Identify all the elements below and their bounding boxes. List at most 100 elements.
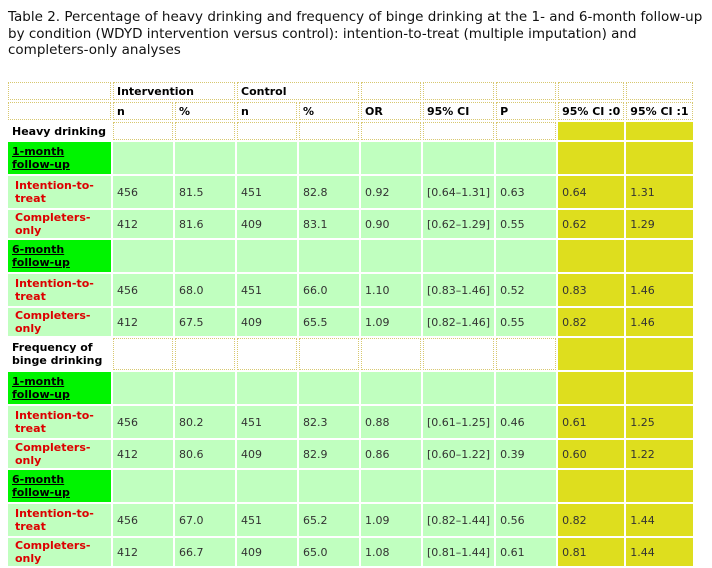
cell-pct-intervention: 80.2 <box>175 406 235 438</box>
cell-ci-lower: 0.83 <box>558 274 625 306</box>
table-row: Intention-to-treat 456 81.5 451 82.8 0.92 [0.6… <box>8 176 693 208</box>
empty-cell <box>361 240 421 272</box>
cell-ci-upper: 1.46 <box>626 274 693 306</box>
col-header-ci: 95% CI <box>423 102 495 120</box>
cell-p: 0.46 <box>496 406 557 438</box>
cell-ci-lower: 0.64 <box>558 176 625 208</box>
cell-n-control: 451 <box>237 504 297 536</box>
empty-cell <box>361 470 421 502</box>
col-header-n-intervention: n <box>113 102 173 120</box>
cell-ci: [0.83–1.46] <box>423 274 495 306</box>
empty-cell <box>113 470 173 502</box>
cell-n-intervention: 456 <box>113 274 173 306</box>
cell-ci: [0.82–1.46] <box>423 308 495 336</box>
cell-p: 0.63 <box>496 176 557 208</box>
empty-cell <box>237 338 297 370</box>
cell-ci-upper: 1.29 <box>626 210 693 238</box>
empty-cell <box>175 372 235 404</box>
cell-n-control: 451 <box>237 274 297 306</box>
empty-cell <box>237 470 297 502</box>
empty-cell <box>496 122 557 140</box>
empty-cell <box>496 372 557 404</box>
empty-cell <box>113 240 173 272</box>
cell-pct-control: 65.0 <box>299 538 359 566</box>
cell-ci-upper: 1.31 <box>626 176 693 208</box>
analysis-label: Completers-only <box>8 210 111 238</box>
cell-p: 0.52 <box>496 274 557 306</box>
empty-cell <box>175 470 235 502</box>
cell-n-intervention: 412 <box>113 538 173 566</box>
empty-cell <box>626 470 693 502</box>
cell-n-intervention: 412 <box>113 440 173 468</box>
followup-label: 6-month follow-up <box>8 240 111 272</box>
cell-or: 1.10 <box>361 274 421 306</box>
empty-cell <box>237 122 297 140</box>
cell-pct-intervention: 80.6 <box>175 440 235 468</box>
cell-pct-intervention: 67.0 <box>175 504 235 536</box>
followup-row: 1-month follow-up <box>8 372 693 404</box>
cell-ci-upper: 1.44 <box>626 538 693 566</box>
empty-cell <box>113 338 173 370</box>
empty-cell <box>299 338 359 370</box>
cell-ci-upper: 1.22 <box>626 440 693 468</box>
followup-label: 6-month follow-up <box>8 470 111 502</box>
empty-cell <box>423 142 495 174</box>
empty-cell <box>423 122 495 140</box>
empty-cell <box>113 122 173 140</box>
cell-n-control: 409 <box>237 538 297 566</box>
empty-cell <box>361 372 421 404</box>
cell-ci-upper: 1.44 <box>626 504 693 536</box>
cell-n-control: 451 <box>237 176 297 208</box>
table-row: Completers-only 412 67.5 409 65.5 1.09 [0.82–1… <box>8 308 693 336</box>
empty-cell <box>361 142 421 174</box>
empty-cell <box>175 142 235 174</box>
cell-p: 0.39 <box>496 440 557 468</box>
empty-cell <box>237 240 297 272</box>
empty-cell <box>496 240 557 272</box>
cell-ci: [0.64–1.31] <box>423 176 495 208</box>
header-blank <box>423 82 495 100</box>
empty-cell <box>626 240 693 272</box>
empty-cell <box>626 142 693 174</box>
analysis-label: Intention-to-treat <box>8 176 111 208</box>
table-row: Intention-to-treat 456 67.0 451 65.2 1.09 [0.8… <box>8 504 693 536</box>
cell-p: 0.55 <box>496 308 557 336</box>
empty-cell <box>113 142 173 174</box>
cell-ci-upper: 1.46 <box>626 308 693 336</box>
cell-pct-control: 65.2 <box>299 504 359 536</box>
cell-ci: [0.81–1.44] <box>423 538 495 566</box>
results-table: Intervention Control n % n % OR 95% CI P… <box>6 80 695 568</box>
cell-ci-lower: 0.82 <box>558 504 625 536</box>
empty-cell <box>496 470 557 502</box>
col-header-n-control: n <box>237 102 297 120</box>
section-row: Heavy drinking <box>8 122 693 140</box>
cell-pct-control: 82.3 <box>299 406 359 438</box>
cell-ci-lower: 0.60 <box>558 440 625 468</box>
cell-n-intervention: 456 <box>113 406 173 438</box>
table-row: Completers-only 412 66.7 409 65.0 1.08 [0.81–1… <box>8 538 693 566</box>
analysis-label: Intention-to-treat <box>8 504 111 536</box>
cell-or: 0.88 <box>361 406 421 438</box>
cell-or: 0.86 <box>361 440 421 468</box>
empty-cell <box>558 470 625 502</box>
cell-n-control: 451 <box>237 406 297 438</box>
cell-pct-intervention: 67.5 <box>175 308 235 336</box>
header-blank <box>626 82 693 100</box>
empty-cell <box>299 122 359 140</box>
followup-row: 6-month follow-up <box>8 470 693 502</box>
empty-cell <box>626 372 693 404</box>
cell-pct-control: 65.5 <box>299 308 359 336</box>
cell-pct-intervention: 68.0 <box>175 274 235 306</box>
analysis-label: Completers-only <box>8 538 111 566</box>
cell-ci: [0.60–1.22] <box>423 440 495 468</box>
followup-row: 6-month follow-up <box>8 240 693 272</box>
cell-ci-lower: 0.82 <box>558 308 625 336</box>
empty-cell <box>175 338 235 370</box>
cell-n-control: 409 <box>237 308 297 336</box>
table-caption: Table 2. Percentage of heavy drinking an… <box>8 9 703 58</box>
col-header-pct-intervention: % <box>175 102 235 120</box>
analysis-label: Intention-to-treat <box>8 274 111 306</box>
cell-ci: [0.82–1.44] <box>423 504 495 536</box>
empty-cell <box>237 142 297 174</box>
empty-cell <box>423 240 495 272</box>
